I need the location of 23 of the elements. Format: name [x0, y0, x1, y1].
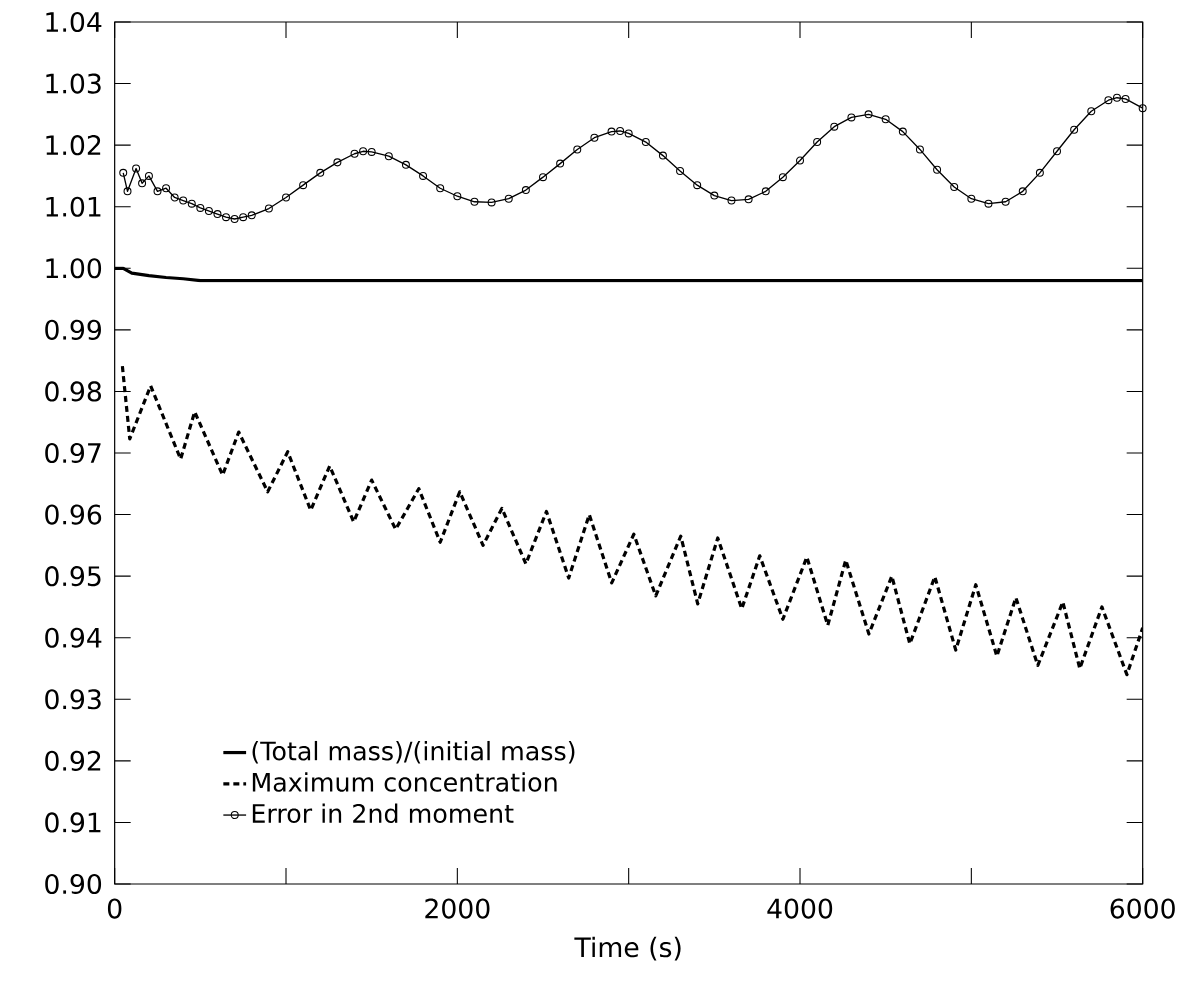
y-tick-label: 1.00 — [46, 258, 102, 279]
y-tick-label: 1.04 — [46, 11, 102, 33]
y-tick-label: 0.91 — [45, 812, 101, 833]
y-tick-label: 0.93 — [45, 689, 101, 710]
x-tick-label: 4000 — [767, 898, 833, 919]
x-tick-label: 2000 — [425, 898, 490, 919]
y-tick-label: 1.01 — [46, 196, 101, 217]
y-tick-label: 0.97 — [45, 442, 101, 464]
legend-label: Error in 2nd moment — [252, 803, 514, 824]
legend-label: Maximum concentration — [252, 772, 557, 792]
y-tick-label: 0.90 — [45, 873, 102, 895]
y-tick-label: 0.92 — [45, 750, 101, 771]
y-tick-label: 0.95 — [45, 566, 101, 587]
y-tick-label: 1.02 — [46, 135, 101, 156]
x-tick-label: 6000 — [1110, 898, 1175, 919]
y-tick-label: 0.99 — [45, 319, 101, 340]
y-tick-label: 0.96 — [45, 504, 102, 525]
legend-label: (Total mass)/(initial mass) — [252, 740, 575, 764]
x-tick-label: 0 — [107, 898, 122, 919]
y-tick-label: 0.94 — [45, 627, 102, 648]
y-tick-label: 1.03 — [46, 73, 101, 94]
x-axis-title: Time (s) — [574, 936, 681, 961]
y-tick-label: 0.98 — [45, 381, 102, 402]
